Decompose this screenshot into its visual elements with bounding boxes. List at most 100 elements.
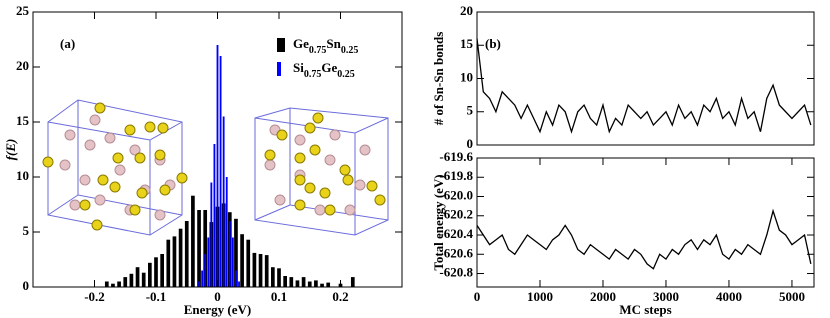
y-tick-label: -620.4 [439, 226, 473, 241]
bar [222, 116, 225, 287]
bar [201, 270, 204, 287]
plot-frame [476, 11, 815, 146]
bar [228, 221, 231, 287]
y-tick-label: 5 [23, 223, 30, 238]
legend-marker [277, 62, 281, 76]
bar [166, 239, 171, 287]
bar [258, 254, 263, 287]
bar [198, 281, 200, 287]
y-tick-label: 5 [467, 103, 474, 118]
x-tick-label: 0 [474, 289, 481, 304]
bar [117, 281, 121, 287]
bar [148, 262, 152, 287]
bar [252, 252, 257, 287]
x-tick-label: 4000 [716, 289, 742, 304]
y-tick-label: -620.2 [439, 207, 473, 222]
bar [129, 273, 134, 287]
bar [123, 277, 128, 287]
bar [307, 281, 312, 287]
x-axis-label: Energy (eV) [184, 302, 252, 317]
bar [135, 267, 140, 287]
bar [264, 255, 269, 287]
bar [314, 280, 318, 287]
bar [246, 239, 251, 287]
bar [271, 267, 275, 287]
bar [210, 182, 213, 287]
x-tick-label: -0.1 [146, 289, 167, 304]
bar [219, 56, 222, 287]
bar [238, 281, 240, 287]
bar [207, 237, 210, 287]
x-tick-label: 1000 [527, 289, 553, 304]
sn-atoms [42, 102, 188, 231]
y-tick-label: -620.8 [439, 265, 473, 280]
bar [191, 195, 195, 287]
bar [160, 254, 164, 287]
bar [231, 237, 234, 287]
x-tick-label: 0.2 [332, 289, 348, 304]
bar [104, 281, 109, 287]
y-tick-label: 10 [460, 69, 473, 84]
data-line [476, 208, 812, 270]
bar [111, 283, 115, 287]
y-axis-label: # of Sn-Sn bonds [431, 32, 446, 126]
bar [154, 257, 158, 287]
bar [213, 144, 216, 287]
y-tick-label: -619.6 [439, 149, 473, 164]
y-tick-label: 25 [16, 3, 30, 18]
panel-label: (a) [60, 36, 75, 51]
bar [172, 236, 177, 287]
y-axis-label: f(E) [3, 139, 18, 161]
y-tick-label: 20 [16, 58, 29, 73]
bar [184, 221, 189, 287]
crystal-left [42, 99, 188, 236]
y-tick-label: 15 [460, 36, 474, 51]
y-tick-label: -620.0 [439, 187, 473, 202]
x-tick-label: 2000 [590, 289, 616, 304]
bar [240, 234, 244, 287]
x-tick-label: 5000 [779, 289, 805, 304]
bar [350, 277, 355, 287]
x-tick-label: 0 [214, 289, 221, 304]
bar [295, 280, 300, 287]
bar [234, 218, 238, 287]
legend-label: Si0.75Ge0.25 [293, 60, 355, 80]
bar [289, 277, 294, 287]
bar [204, 254, 207, 287]
bar [141, 272, 146, 287]
y-tick-label: 15 [16, 113, 30, 128]
bar [283, 276, 287, 287]
y-tick-label: -620.6 [439, 245, 473, 260]
unit-cell [47, 99, 183, 236]
bar [277, 268, 281, 287]
data-line [476, 38, 812, 134]
bar [301, 277, 306, 287]
panel-label: (b) [485, 36, 501, 51]
plots: 0 5 10 15 20 25 -0.2 -0.1 0 0.1 0.2 Energy (eV) f(E)… [3, 3, 815, 317]
sn-atoms [264, 112, 386, 216]
crystal-right [254, 107, 389, 236]
y-tick-label: 0 [23, 278, 30, 293]
x-tick-label: -0.2 [84, 289, 105, 304]
bar [320, 283, 324, 287]
bar [225, 177, 228, 287]
y-tick-label: 0 [467, 136, 474, 151]
y-tick-label: 10 [16, 168, 29, 183]
bar [326, 282, 331, 287]
bar [197, 210, 201, 287]
y-axis-label: Total energy (eV) [431, 174, 446, 270]
y-tick-label: 20 [460, 3, 473, 18]
legend-label: Ge0.75Sn0.25 [293, 36, 358, 56]
bar [216, 45, 219, 287]
bar [235, 270, 237, 287]
legend-marker [277, 38, 285, 52]
x-tick-label: 3000 [653, 289, 679, 304]
y-tick-label: -619.8 [439, 168, 473, 183]
x-axis-label: MC steps [619, 302, 671, 317]
bar [203, 210, 208, 287]
plot-frame [476, 157, 815, 288]
bar [178, 228, 183, 287]
host-atoms [59, 114, 176, 221]
x-tick-label: 0.1 [271, 289, 287, 304]
